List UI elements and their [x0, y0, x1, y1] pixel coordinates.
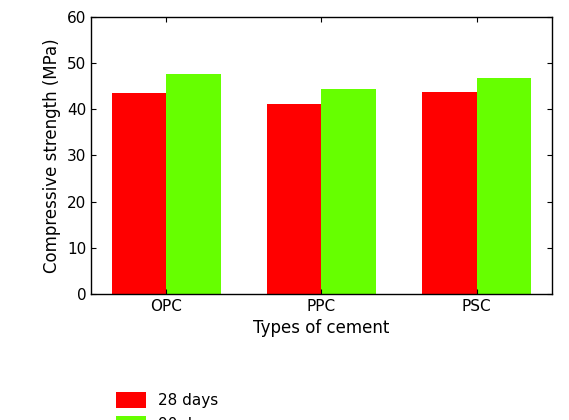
Bar: [321, 89, 376, 294]
Legend: 28 days, 90 days: 28 days, 90 days: [108, 385, 226, 420]
X-axis label: Types of cement: Types of cement: [253, 320, 390, 337]
Y-axis label: Compressive strength (MPa): Compressive strength (MPa): [43, 38, 61, 273]
Bar: [112, 93, 166, 294]
Bar: [422, 92, 477, 294]
Bar: [477, 78, 531, 294]
Bar: [267, 104, 321, 294]
Bar: [166, 74, 221, 294]
